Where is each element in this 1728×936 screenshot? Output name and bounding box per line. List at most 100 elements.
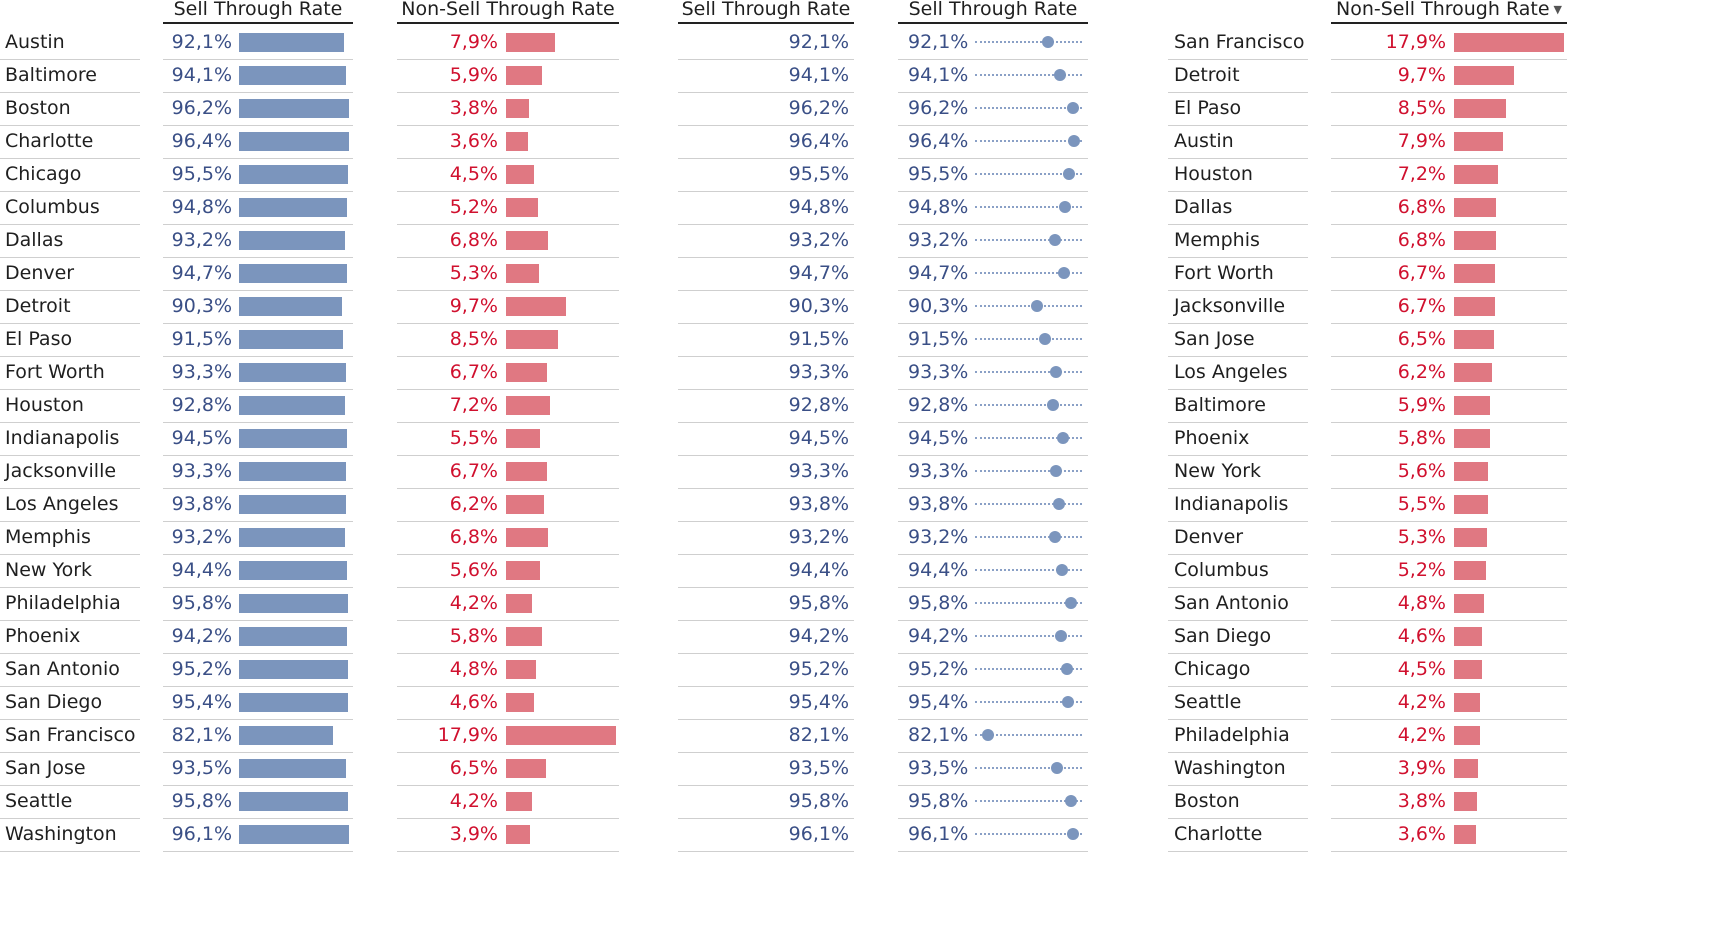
non-sell-through-bar bbox=[506, 561, 541, 580]
sell-through-value: 93,3% bbox=[788, 361, 849, 383]
non-sell-through-value: 5,8% bbox=[1397, 427, 1446, 449]
non-sell-through-bar-cell: 6,7% bbox=[397, 453, 619, 489]
non-sell-through-value: 3,6% bbox=[449, 130, 498, 152]
non-sell-through-value: 5,3% bbox=[1397, 526, 1446, 548]
city-label: Baltimore bbox=[5, 64, 97, 86]
non-sell-through-sorted-bar-cell: 6,7% bbox=[1331, 255, 1567, 291]
non-sell-through-bar bbox=[1454, 561, 1486, 580]
sort-descending-icon[interactable]: ▼ bbox=[1553, 2, 1562, 16]
non-sell-through-value: 3,9% bbox=[1397, 757, 1446, 779]
table-row-city: Baltimore bbox=[0, 57, 140, 93]
header-non-sell-through-rate-sorted[interactable]: Non-Sell Through Rate ▼ bbox=[1331, 0, 1567, 24]
non-sell-through-sorted-bar-cell: 4,6% bbox=[1331, 618, 1567, 654]
non-sell-through-value: 5,6% bbox=[1397, 460, 1446, 482]
city-label: Charlotte bbox=[1174, 823, 1263, 845]
sell-through-value-cell: 94,1% bbox=[678, 57, 854, 93]
non-sell-through-bar bbox=[1454, 627, 1483, 646]
table-row-city-sorted: El Paso bbox=[1168, 90, 1308, 126]
dot-plot-track bbox=[975, 503, 1082, 505]
sell-through-value: 92,8% bbox=[171, 394, 232, 416]
non-sell-through-bar bbox=[1454, 495, 1488, 514]
sell-through-value-cell: 95,8% bbox=[678, 783, 854, 819]
dot-plot-point bbox=[1064, 795, 1077, 807]
sell-through-value: 93,2% bbox=[908, 229, 969, 251]
sell-through-bar-cell: 93,2% bbox=[163, 519, 353, 555]
dot-plot-track bbox=[975, 833, 1082, 835]
dot-plot-point bbox=[1058, 267, 1071, 279]
sell-through-dot-cell: 90,3% bbox=[898, 288, 1088, 324]
sell-through-value: 93,5% bbox=[908, 757, 969, 779]
non-sell-through-value: 4,5% bbox=[1397, 658, 1446, 680]
table-row-city-sorted: Baltimore bbox=[1168, 387, 1308, 423]
sell-through-value: 90,3% bbox=[788, 295, 849, 317]
sell-through-value: 95,5% bbox=[171, 163, 232, 185]
dot-plot-point bbox=[1064, 597, 1077, 609]
sell-through-bar-cell: 82,1% bbox=[163, 717, 353, 753]
dot-plot-point bbox=[1056, 564, 1069, 576]
table-row-city-sorted: Austin bbox=[1168, 123, 1308, 159]
sell-through-dot-cell: 93,2% bbox=[898, 519, 1088, 555]
table-row-city: Dallas bbox=[0, 222, 140, 258]
non-sell-through-bar-cell: 5,9% bbox=[397, 57, 619, 93]
non-sell-through-value: 7,2% bbox=[1397, 163, 1446, 185]
table-row-city-sorted: Seattle bbox=[1168, 684, 1308, 720]
non-sell-through-value: 5,8% bbox=[449, 625, 498, 647]
city-label: Washington bbox=[5, 823, 117, 845]
non-sell-through-value: 9,7% bbox=[1397, 64, 1446, 86]
city-label: Philadelphia bbox=[5, 592, 121, 614]
non-sell-through-bar bbox=[506, 363, 548, 382]
sell-through-bar bbox=[239, 33, 345, 52]
sell-through-value: 96,1% bbox=[908, 823, 969, 845]
non-sell-through-value: 9,7% bbox=[449, 295, 498, 317]
sell-through-bar-cell: 95,4% bbox=[163, 684, 353, 720]
table-row-city: Memphis bbox=[0, 519, 140, 555]
non-sell-through-bar-cell: 6,5% bbox=[397, 750, 619, 786]
sell-through-value-cell: 93,3% bbox=[678, 453, 854, 489]
non-sell-through-bar-cell: 4,8% bbox=[397, 651, 619, 687]
sell-through-value-cell: 96,1% bbox=[678, 816, 854, 852]
table-row-city-sorted: Washington bbox=[1168, 750, 1308, 786]
dot-plot-point bbox=[1052, 498, 1065, 510]
non-sell-through-bar bbox=[1454, 165, 1499, 184]
non-sell-through-bar bbox=[1454, 528, 1487, 547]
non-sell-through-value: 8,5% bbox=[1397, 97, 1446, 119]
table-row-city-sorted: San Antonio bbox=[1168, 585, 1308, 621]
table-row-city-sorted: San Diego bbox=[1168, 618, 1308, 654]
non-sell-through-bar bbox=[1454, 264, 1496, 283]
sell-through-value-cell: 93,2% bbox=[678, 519, 854, 555]
table-row-city: Philadelphia bbox=[0, 585, 140, 621]
dot-plot-point bbox=[1062, 168, 1075, 180]
non-sell-through-bar bbox=[506, 99, 530, 118]
non-sell-through-bar bbox=[506, 825, 530, 844]
table-row-city: Columbus bbox=[0, 189, 140, 225]
non-sell-through-value: 4,2% bbox=[449, 790, 498, 812]
header-label: Sell Through Rate bbox=[681, 0, 851, 20]
sell-through-value: 82,1% bbox=[788, 724, 849, 746]
sell-through-bar-cell: 94,5% bbox=[163, 420, 353, 456]
non-sell-through-value: 6,8% bbox=[449, 229, 498, 251]
header-label: Non-Sell Through Rate bbox=[401, 0, 615, 20]
city-label: Fort Worth bbox=[1174, 262, 1274, 284]
table-row-city: San Francisco bbox=[0, 717, 140, 753]
non-sell-through-bar bbox=[506, 495, 545, 514]
sell-through-value: 95,8% bbox=[171, 790, 232, 812]
non-sell-through-value: 5,6% bbox=[449, 559, 498, 581]
table-row-city: El Paso bbox=[0, 321, 140, 357]
non-sell-through-sorted-bar-cell: 6,7% bbox=[1331, 288, 1567, 324]
sell-through-dot-cell: 95,4% bbox=[898, 684, 1088, 720]
non-sell-through-bar bbox=[1454, 297, 1496, 316]
city-label: Indianapolis bbox=[1174, 493, 1289, 515]
dot-plot-point bbox=[1061, 663, 1074, 675]
city-label: El Paso bbox=[5, 328, 73, 350]
non-sell-through-bar bbox=[1454, 429, 1490, 448]
non-sell-through-value: 7,9% bbox=[1397, 130, 1446, 152]
non-sell-through-bar-cell: 5,6% bbox=[397, 552, 619, 588]
dot-plot-track bbox=[975, 569, 1082, 571]
non-sell-through-value: 6,5% bbox=[1397, 328, 1446, 350]
sell-through-value: 93,8% bbox=[788, 493, 849, 515]
table-row-city: Denver bbox=[0, 255, 140, 291]
city-label: San Diego bbox=[5, 691, 103, 713]
non-sell-through-sorted-bar-cell: 6,2% bbox=[1331, 354, 1567, 390]
sell-through-value-cell: 94,5% bbox=[678, 420, 854, 456]
city-label: Seattle bbox=[5, 790, 73, 812]
